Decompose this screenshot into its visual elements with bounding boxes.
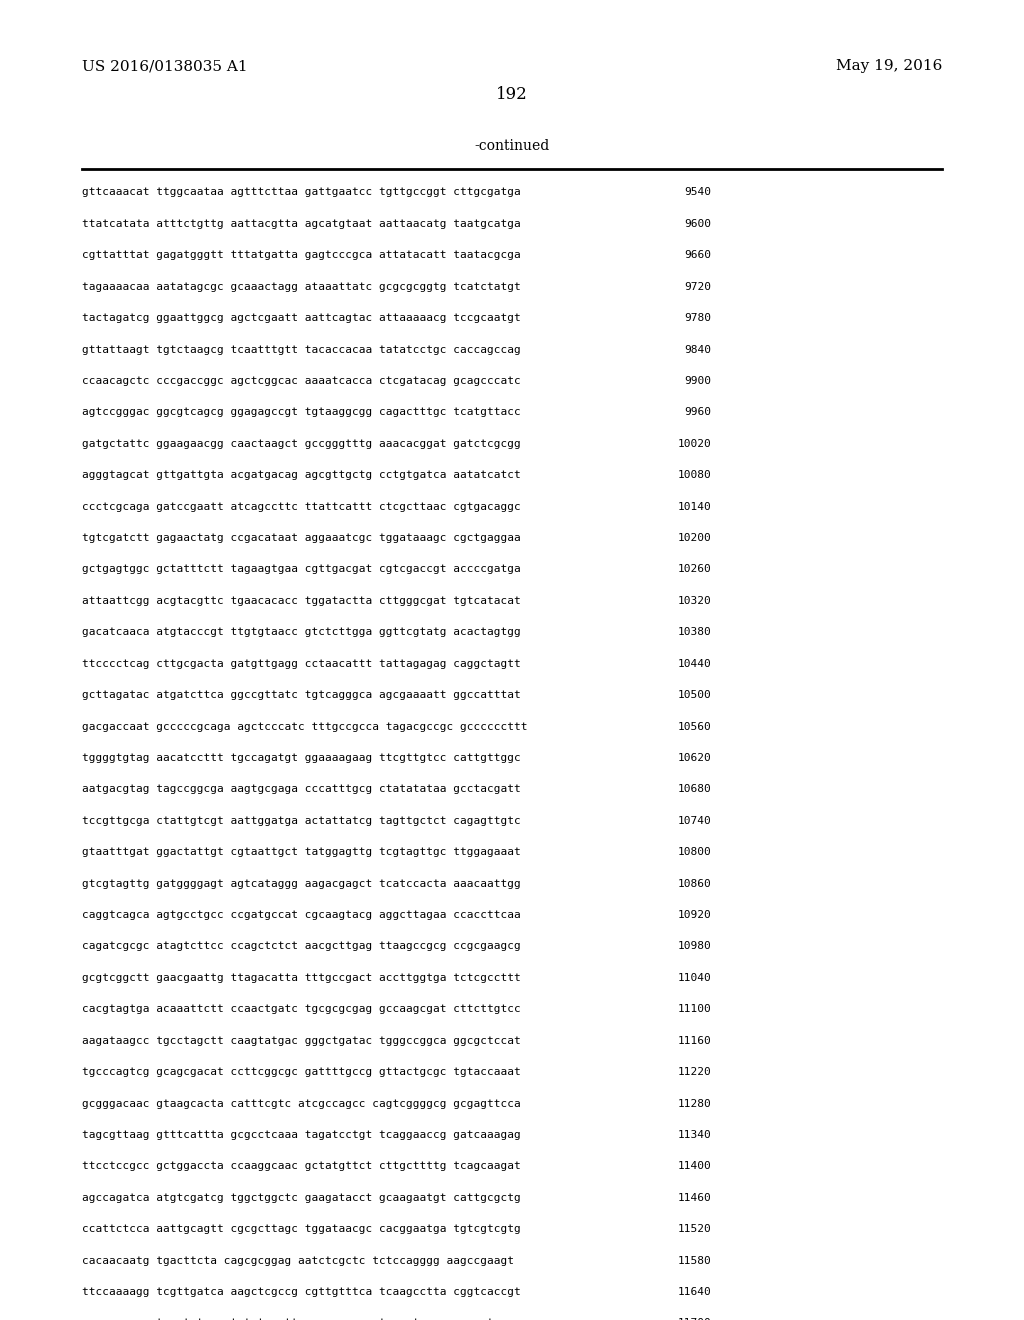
Text: gcttagatac atgatcttca ggccgttatc tgtcagggca agcgaaaatt ggccatttat: gcttagatac atgatcttca ggccgttatc tgtcagg… — [82, 690, 520, 700]
Text: gcgtcggctt gaacgaattg ttagacatta tttgccgact accttggtga tctcgccttt: gcgtcggctt gaacgaattg ttagacatta tttgccg… — [82, 973, 520, 983]
Text: tccgttgcga ctattgtcgt aattggatga actattatcg tagttgctct cagagttgtc: tccgttgcga ctattgtcgt aattggatga actatta… — [82, 816, 520, 826]
Text: cagatcgcgc atagtcttcc ccagctctct aacgcttgag ttaagccgcg ccgcgaagcg: cagatcgcgc atagtcttcc ccagctctct aacgctt… — [82, 941, 520, 952]
Text: 11700: 11700 — [678, 1319, 712, 1320]
Text: agccagatca atgtcgatcg tggctggctc gaagatacct gcaagaatgt cattgcgctg: agccagatca atgtcgatcg tggctggctc gaagata… — [82, 1193, 520, 1203]
Text: 10500: 10500 — [678, 690, 712, 700]
Text: 10080: 10080 — [678, 470, 712, 480]
Text: May 19, 2016: May 19, 2016 — [836, 59, 942, 74]
Text: 10260: 10260 — [678, 565, 712, 574]
Text: 9900: 9900 — [685, 376, 712, 385]
Text: gacatcaaca atgtacccgt ttgtgtaacc gtctcttgga ggttcgtatg acactagtgg: gacatcaaca atgtacccgt ttgtgtaacc gtctctt… — [82, 627, 520, 638]
Text: tgtcgatctt gagaactatg ccgacataat aggaaatcgc tggataaagc cgctgaggaa: tgtcgatctt gagaactatg ccgacataat aggaaat… — [82, 533, 520, 543]
Text: 10740: 10740 — [678, 816, 712, 826]
Text: 9840: 9840 — [685, 345, 712, 355]
Text: aatgacgtag tagccggcga aagtgcgaga cccatttgcg ctatatataa gcctacgatt: aatgacgtag tagccggcga aagtgcgaga cccattt… — [82, 784, 520, 795]
Text: 10860: 10860 — [678, 879, 712, 888]
Text: 10920: 10920 — [678, 909, 712, 920]
Text: 10680: 10680 — [678, 784, 712, 795]
Text: 9540: 9540 — [685, 187, 712, 198]
Text: 9720: 9720 — [685, 281, 712, 292]
Text: ttccaaaagg tcgttgatca aagctcgccg cgttgtttca tcaagcctta cggtcaccgt: ttccaaaagg tcgttgatca aagctcgccg cgttgtt… — [82, 1287, 520, 1298]
Text: ttatcatata atttctgttg aattacgtta agcatgtaat aattaacatg taatgcatga: ttatcatata atttctgttg aattacgtta agcatgt… — [82, 219, 520, 228]
Text: cacgtagtga acaaattctt ccaactgatc tgcgcgcgag gccaagcgat cttcttgtcc: cacgtagtga acaaattctt ccaactgatc tgcgcgc… — [82, 1005, 520, 1014]
Text: tggggtgtag aacatccttt tgccagatgt ggaaaagaag ttcgttgtcc cattgttggc: tggggtgtag aacatccttt tgccagatgt ggaaaag… — [82, 752, 520, 763]
Text: gacgaccaat gcccccgcaga agctcccatc tttgccgcca tagacgccgc gccccccttt: gacgaccaat gcccccgcaga agctcccatc tttgcc… — [82, 722, 527, 731]
Text: ccaacagctc cccgaccggc agctcggcac aaaatcacca ctcgatacag gcagcccatc: ccaacagctc cccgaccggc agctcggcac aaaatca… — [82, 376, 520, 385]
Text: 11460: 11460 — [678, 1193, 712, 1203]
Text: 10020: 10020 — [678, 438, 712, 449]
Text: 9960: 9960 — [685, 408, 712, 417]
Text: agggtagcat gttgattgta acgatgacag agcgttgctg cctgtgatca aatatcatct: agggtagcat gttgattgta acgatgacag agcgttg… — [82, 470, 520, 480]
Text: gttcaaacat ttggcaataa agtttcttaa gattgaatcc tgttgccggt cttgcgatga: gttcaaacat ttggcaataa agtttcttaa gattgaa… — [82, 187, 520, 198]
Text: 11280: 11280 — [678, 1098, 712, 1109]
Text: -continued: -continued — [474, 139, 550, 153]
Text: 11160: 11160 — [678, 1036, 712, 1045]
Text: tactagatcg ggaattggcg agctcgaatt aattcagtac attaaaaacg tccgcaatgt: tactagatcg ggaattggcg agctcgaatt aattcag… — [82, 313, 520, 323]
Text: ttcccctcag cttgcgacta gatgttgagg cctaacattt tattagagag caggctagtt: ttcccctcag cttgcgacta gatgttgagg cctaaca… — [82, 659, 520, 669]
Text: gctgagtggc gctatttctt tagaagtgaa cgttgacgat cgtcgaccgt accccgatga: gctgagtggc gctatttctt tagaagtgaa cgttgac… — [82, 565, 520, 574]
Text: gatgctattc ggaagaacgg caactaagct gccgggtttg aaacacggat gatctcgcgg: gatgctattc ggaagaacgg caactaagct gccgggt… — [82, 438, 520, 449]
Text: 11220: 11220 — [678, 1067, 712, 1077]
Text: tagaaaacaa aatatagcgc gcaaactagg ataaattatc gcgcgcggtg tcatctatgt: tagaaaacaa aatatagcgc gcaaactagg ataaatt… — [82, 281, 520, 292]
Text: ccctcgcaga gatccgaatt atcagccttc ttattcattt ctcgcttaac cgtgacaggc: ccctcgcaga gatccgaatt atcagccttc ttattca… — [82, 502, 520, 512]
Text: 10560: 10560 — [678, 722, 712, 731]
Text: cacaacaatg tgacttcta cagcgcggag aatctcgctc tctccagggg aagccgaagt: cacaacaatg tgacttcta cagcgcggag aatctcgc… — [82, 1255, 514, 1266]
Text: caggtcagca agtgcctgcc ccgatgccat cgcaagtacg aggcttagaa ccaccttcaa: caggtcagca agtgcctgcc ccgatgccat cgcaagt… — [82, 909, 520, 920]
Text: 11340: 11340 — [678, 1130, 712, 1140]
Text: 11640: 11640 — [678, 1287, 712, 1298]
Text: 11520: 11520 — [678, 1224, 712, 1234]
Text: 10800: 10800 — [678, 847, 712, 857]
Text: gtcgtagttg gatggggagt agtcataggg aagacgagct tcatccacta aaacaattgg: gtcgtagttg gatggggagt agtcataggg aagacga… — [82, 879, 520, 888]
Text: ccattctcca aattgcagtt cgcgcttagc tggataacgc cacggaatga tgtcgtcgtg: ccattctcca aattgcagtt cgcgcttagc tggataa… — [82, 1224, 520, 1234]
Text: gtaatttgat ggactattgt cgtaattgct tatggagttg tcgtagttgc ttggagaaat: gtaatttgat ggactattgt cgtaattgct tatggag… — [82, 847, 520, 857]
Text: 11040: 11040 — [678, 973, 712, 983]
Text: attaattcgg acgtacgttc tgaacacacc tggatactta cttgggcgat tgtcatacat: attaattcgg acgtacgttc tgaacacacc tggatac… — [82, 595, 520, 606]
Text: 192: 192 — [496, 86, 528, 103]
Text: cgttatttat gagatgggtt tttatgatta gagtcccgca attatacatt taatacgcga: cgttatttat gagatgggtt tttatgatta gagtccc… — [82, 251, 520, 260]
Text: gttattaagt tgtctaagcg tcaatttgtt tacaccacaa tatatcctgc caccagccag: gttattaagt tgtctaagcg tcaatttgtt tacacca… — [82, 345, 520, 355]
Text: 10440: 10440 — [678, 659, 712, 669]
Text: US 2016/0138035 A1: US 2016/0138035 A1 — [82, 59, 248, 74]
Text: 10980: 10980 — [678, 941, 712, 952]
Text: 11580: 11580 — [678, 1255, 712, 1266]
Text: 11100: 11100 — [678, 1005, 712, 1014]
Text: ttcctccgcc gctggaccta ccaaggcaac gctatgttct cttgcttttg tcagcaagat: ttcctccgcc gctggaccta ccaaggcaac gctatgt… — [82, 1162, 520, 1171]
Text: tagcgttaag gtttcattta gcgcctcaaa tagatcctgt tcaggaaccg gatcaaagag: tagcgttaag gtttcattta gcgcctcaaa tagatcc… — [82, 1130, 520, 1140]
Text: 10380: 10380 — [678, 627, 712, 638]
Text: 10200: 10200 — [678, 533, 712, 543]
Text: agtccgggac ggcgtcagcg ggagagccgt tgtaaggcgg cagactttgc tcatgttacc: agtccgggac ggcgtcagcg ggagagccgt tgtaagg… — [82, 408, 520, 417]
Text: 9780: 9780 — [685, 313, 712, 323]
Text: 10140: 10140 — [678, 502, 712, 512]
Text: 9660: 9660 — [685, 251, 712, 260]
Text: 9600: 9600 — [685, 219, 712, 228]
Text: tgcccagtcg gcagcgacat ccttcggcgc gattttgccg gttactgcgc tgtaccaaat: tgcccagtcg gcagcgacat ccttcggcgc gattttg… — [82, 1067, 520, 1077]
Text: aaccagcaaa tcaatatcac tgtgtgggtt caggccgcca tccactgcgg agccgtacaa: aaccagcaaa tcaatatcac tgtgtgggtt caggccg… — [82, 1319, 520, 1320]
Text: 10320: 10320 — [678, 595, 712, 606]
Text: aagataagcc tgcctagctt caagtatgac gggctgatac tgggccggca ggcgctccat: aagataagcc tgcctagctt caagtatgac gggctga… — [82, 1036, 520, 1045]
Text: 10620: 10620 — [678, 752, 712, 763]
Text: gcgggacaac gtaagcacta catttcgtc atcgccagcc cagtcggggcg gcgagttcca: gcgggacaac gtaagcacta catttcgtc atcgccag… — [82, 1098, 520, 1109]
Text: 11400: 11400 — [678, 1162, 712, 1171]
